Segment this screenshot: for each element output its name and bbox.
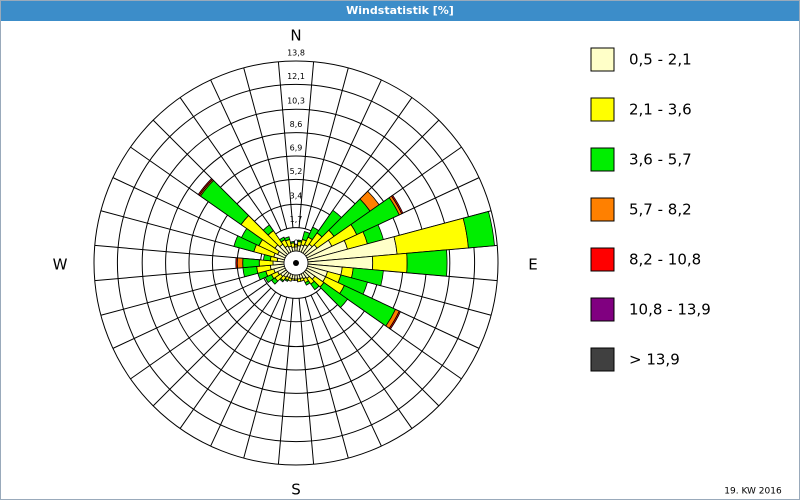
spoke <box>304 67 349 229</box>
r-tick-label: 8,6 <box>290 120 303 129</box>
legend-label: 2,1 - 3,6 <box>629 101 692 119</box>
spoke <box>243 297 288 459</box>
wind-sector <box>262 224 274 236</box>
compass-w: W <box>53 256 68 274</box>
spoke <box>277 61 294 228</box>
wind-sector <box>304 280 311 286</box>
spoke <box>310 79 382 232</box>
wind-sector <box>289 241 295 244</box>
compass-s: S <box>291 481 301 499</box>
spoke <box>298 298 315 465</box>
wind-sector <box>279 236 286 243</box>
spoke <box>152 287 272 407</box>
r-tick-label: 10,3 <box>287 97 305 106</box>
wind-sector <box>406 249 448 277</box>
wind-sector <box>462 210 495 249</box>
title-bar: Windstatistik [%] <box>1 1 799 21</box>
grid-ring <box>93 60 499 466</box>
legend-label: 8,2 - 10,8 <box>629 251 701 269</box>
compass-e: E <box>528 256 537 274</box>
spoke <box>315 291 413 429</box>
grid-ring <box>116 83 476 443</box>
r-tick-label: 6,9 <box>290 144 303 153</box>
r-tick-label: 12,1 <box>287 72 305 81</box>
spoke <box>100 271 262 316</box>
wind-sector <box>242 257 260 269</box>
spoke <box>310 294 382 447</box>
spoke <box>130 282 268 380</box>
wind-sector <box>235 257 238 269</box>
spoke <box>298 61 315 228</box>
legend-label: > 13,9 <box>629 351 680 369</box>
wind-sector <box>283 236 291 242</box>
wind-sector <box>393 217 469 255</box>
wind-sector <box>242 266 259 278</box>
grid-ring <box>141 108 451 418</box>
spoke <box>243 67 288 229</box>
legend-label: 3,6 - 5,7 <box>629 151 692 169</box>
compass-n: N <box>290 27 301 45</box>
wind-sector <box>388 310 401 330</box>
wind-sector <box>296 278 302 283</box>
chart: 19. KW 2016 0 1,7 3,4 5,2 6,9 8,6 10,3 12,1 13,8… <box>53 27 782 499</box>
wind-sector <box>350 267 384 287</box>
spoke <box>179 97 277 235</box>
wind-sector <box>233 235 257 253</box>
r-tick-label: 5,2 <box>290 167 303 176</box>
wind-sector <box>339 284 397 327</box>
r-tick-label: 0 <box>293 239 298 248</box>
legend-label: 0,5 - 2,1 <box>629 51 692 69</box>
spoke <box>94 265 261 282</box>
wind-sector <box>390 194 404 215</box>
spoke <box>179 291 277 429</box>
spoke <box>94 244 261 261</box>
wind-sector <box>236 257 244 269</box>
spoke <box>304 297 349 459</box>
center <box>293 260 299 266</box>
wind-sector <box>310 280 320 291</box>
r-tick-label: 3,4 <box>290 192 303 201</box>
r-tick-label: 1,7 <box>290 215 303 224</box>
legend-swatch <box>590 197 615 222</box>
r-tick-label: 13,8 <box>287 49 305 58</box>
legend-label: 10,8 - 13,9 <box>629 301 711 319</box>
wind-sector <box>319 281 349 309</box>
spoke <box>210 294 282 447</box>
footer: 19. KW 2016 <box>724 487 782 497</box>
spoke <box>277 298 294 465</box>
legend-swatch <box>590 247 615 272</box>
legend-label: 5,7 - 8,2 <box>629 201 692 219</box>
legend-swatch <box>590 47 615 72</box>
legend-swatch <box>590 297 615 322</box>
wind-sector <box>197 178 214 196</box>
spoke <box>112 277 265 349</box>
legend-swatch <box>590 347 615 372</box>
legend-swatch <box>590 147 615 172</box>
spoke <box>210 79 282 232</box>
legend-swatch <box>590 97 615 122</box>
